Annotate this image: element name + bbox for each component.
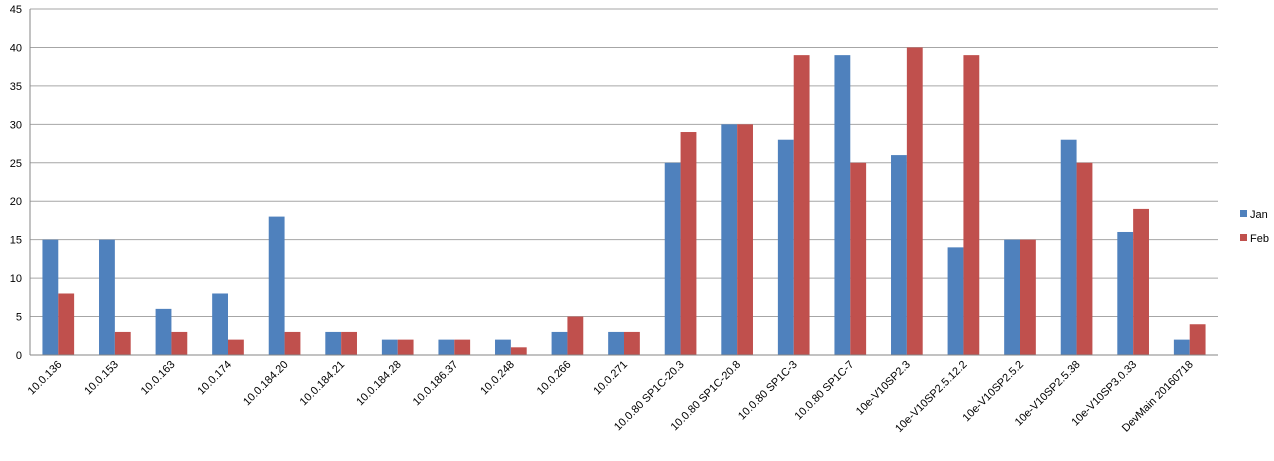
y-tick-label: 25 xyxy=(10,158,22,170)
bar xyxy=(341,331,357,355)
x-tick-label: 10.0.174 xyxy=(195,359,234,398)
legend-label: Jan xyxy=(1250,209,1268,221)
x-tick-label: 10.0.248 xyxy=(478,359,517,398)
bar xyxy=(906,47,923,355)
bar xyxy=(510,347,527,355)
bar xyxy=(99,239,115,355)
x-tick-label: 10.0.136 xyxy=(26,359,65,398)
x-tick-label: 10.0.163 xyxy=(139,359,178,398)
bar xyxy=(1004,239,1020,355)
bar xyxy=(551,331,568,355)
bar xyxy=(624,331,640,355)
bar xyxy=(1076,162,1093,355)
y-tick-label: 15 xyxy=(10,235,22,247)
bar xyxy=(721,124,738,355)
bar xyxy=(834,55,851,356)
bar xyxy=(1117,231,1134,355)
bar xyxy=(777,139,794,355)
bar xyxy=(891,155,907,355)
bar xyxy=(397,339,414,355)
bar xyxy=(567,316,584,355)
x-tick-label: 10.0.184.20 xyxy=(241,359,291,409)
bar xyxy=(42,239,59,355)
x-tick-label: 10.0.271 xyxy=(591,359,630,398)
bar xyxy=(495,339,511,355)
bar xyxy=(1060,139,1077,355)
bar xyxy=(171,331,188,355)
bar xyxy=(438,339,455,355)
y-tick-label: 20 xyxy=(10,196,22,208)
bar xyxy=(454,339,471,355)
legend-label: Feb xyxy=(1250,233,1269,245)
x-tick-label: 10e-V10SP2.5.2 xyxy=(961,359,1027,425)
bar xyxy=(268,216,285,355)
x-tick-label: 10.0.184.28 xyxy=(354,359,404,409)
legend-swatch xyxy=(1240,234,1247,241)
bar xyxy=(737,124,753,355)
bar xyxy=(58,293,75,355)
bar xyxy=(284,331,301,355)
bar xyxy=(114,331,131,355)
x-tick-label: 10e-V10SP2.3 xyxy=(854,359,913,418)
bar xyxy=(793,55,810,356)
bar xyxy=(608,331,624,355)
x-tick-label: 10.0.186.37 xyxy=(411,359,461,409)
bar xyxy=(228,339,244,355)
bar xyxy=(963,55,980,356)
y-tick-label: 30 xyxy=(10,119,22,131)
bar xyxy=(381,339,398,355)
bar xyxy=(325,331,342,355)
bar xyxy=(1189,324,1206,355)
x-tick-label: 10.0.184.21 xyxy=(298,359,348,409)
bar xyxy=(1020,239,1036,355)
bar xyxy=(1133,208,1149,355)
x-tick-label: 10.0.266 xyxy=(535,359,574,398)
y-tick-label: 10 xyxy=(10,273,22,285)
legend-swatch xyxy=(1240,210,1247,217)
y-tick-label: 45 xyxy=(10,4,22,16)
y-tick-label: 40 xyxy=(10,42,22,54)
bar xyxy=(155,308,172,355)
y-tick-label: 35 xyxy=(10,81,22,93)
bar xyxy=(850,162,867,355)
y-tick-label: 5 xyxy=(16,312,22,324)
x-tick-label: 10.0.80 SP1C-7 xyxy=(793,359,857,423)
bar xyxy=(212,293,228,355)
x-tick-label: 10.0.153 xyxy=(82,359,121,398)
x-tick-label: 10.0.80 SP1C-3 xyxy=(736,359,800,423)
bar xyxy=(1173,339,1190,355)
bar xyxy=(664,162,681,355)
bar xyxy=(947,247,964,355)
y-tick-label: 0 xyxy=(16,350,22,362)
bar xyxy=(680,132,697,355)
